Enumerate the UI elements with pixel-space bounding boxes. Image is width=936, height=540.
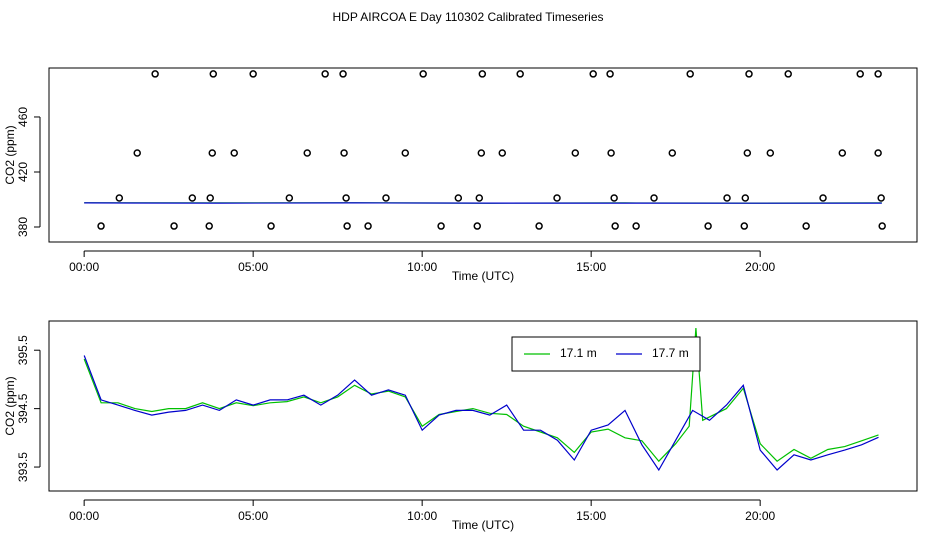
calibration-point bbox=[170, 222, 178, 230]
y-tick-label: 394.5 bbox=[16, 393, 30, 423]
calibration-point bbox=[553, 194, 561, 202]
calibration-point bbox=[819, 194, 827, 202]
calibration-point bbox=[364, 222, 372, 230]
x-tick-label: 15:00 bbox=[576, 509, 606, 523]
calibration-point bbox=[477, 149, 486, 157]
calibration-point bbox=[607, 149, 615, 157]
plot-frame bbox=[48, 320, 918, 492]
calibration-point bbox=[340, 149, 348, 157]
x-tick-label: 00:00 bbox=[69, 509, 99, 523]
calibration-point bbox=[740, 222, 749, 230]
calibration-point bbox=[115, 194, 124, 202]
calibration-point bbox=[802, 222, 810, 230]
calibration-point bbox=[205, 222, 213, 230]
calibration-point bbox=[874, 149, 882, 157]
calibration-point bbox=[611, 222, 619, 230]
calibration-point bbox=[206, 194, 214, 202]
calibration-point bbox=[856, 70, 864, 78]
plot-frame bbox=[48, 67, 918, 243]
calibration-point bbox=[877, 194, 885, 202]
calibration-point bbox=[303, 149, 311, 157]
calibration-point bbox=[151, 70, 159, 78]
calibration-point bbox=[437, 222, 445, 230]
figure-title: HDP AIRCOA E Day 110302 Calibrated Times… bbox=[332, 10, 603, 24]
calibration-point bbox=[478, 70, 487, 78]
calibration-point bbox=[188, 194, 197, 202]
calibration-point bbox=[97, 222, 105, 230]
calibration-point bbox=[473, 222, 482, 230]
x-tick-label: 05:00 bbox=[238, 260, 268, 274]
calibration-point bbox=[230, 149, 238, 157]
series-line bbox=[83, 327, 879, 463]
calibration-point bbox=[784, 70, 792, 78]
calibration-point bbox=[535, 222, 543, 230]
x-tick-label: 15:00 bbox=[576, 260, 606, 274]
calibration-point bbox=[878, 222, 886, 230]
x-tick-label: 20:00 bbox=[745, 260, 775, 274]
y-tick-label: 420 bbox=[16, 162, 30, 182]
x-tick-label: 00:00 bbox=[69, 260, 99, 274]
calibration-point bbox=[343, 222, 351, 230]
calibration-point bbox=[723, 194, 731, 202]
legend: 17.1 m 17.7 m bbox=[511, 336, 701, 372]
panel: 00:00 05:00 10:00 15:00 20:00 Time (UTC) 393.5… bbox=[3, 320, 918, 532]
calibration-point bbox=[401, 149, 410, 157]
calibration-point bbox=[209, 70, 218, 78]
panel: 00:00 05:00 10:00 15:00 20:00 Time (UTC) 380 42… bbox=[3, 67, 918, 283]
calibration-point bbox=[838, 149, 847, 157]
y-axis-title: CO2 (ppm) bbox=[3, 125, 17, 184]
calibration-point bbox=[686, 70, 694, 78]
calibration-point bbox=[454, 194, 463, 202]
x-tick-label: 05:00 bbox=[238, 509, 268, 523]
x-tick-label: 10:00 bbox=[407, 509, 437, 523]
calibration-point bbox=[743, 149, 752, 157]
y-tick-label: 393.5 bbox=[16, 452, 30, 482]
calibration-point bbox=[741, 194, 750, 202]
y-tick-label: 460 bbox=[16, 107, 30, 127]
calibration-point bbox=[766, 149, 775, 157]
calibration-point bbox=[342, 194, 350, 202]
calibration-point bbox=[133, 149, 141, 157]
legend-label: 17.1 m bbox=[560, 346, 597, 360]
calibration-point bbox=[339, 70, 347, 78]
calibration-point bbox=[321, 70, 329, 78]
x-tick-label: 20:00 bbox=[745, 509, 775, 523]
calibration-point bbox=[285, 194, 294, 202]
x-axis-title: Time (UTC) bbox=[452, 518, 514, 532]
calibration-point bbox=[668, 149, 677, 157]
calibration-point bbox=[632, 222, 640, 230]
y-tick-label: 380 bbox=[16, 217, 30, 237]
calibration-point bbox=[382, 194, 390, 202]
x-axis-title: Time (UTC) bbox=[452, 269, 514, 283]
calibration-point bbox=[267, 222, 275, 230]
calibration-point bbox=[610, 194, 618, 202]
calibration-point bbox=[571, 149, 580, 157]
calibration-point bbox=[419, 70, 427, 78]
legend-label: 17.7 m bbox=[652, 346, 689, 360]
calibration-point bbox=[208, 149, 217, 157]
calibration-point bbox=[745, 70, 753, 78]
calibration-point bbox=[498, 149, 507, 157]
calibration-point bbox=[249, 70, 257, 78]
series-line bbox=[83, 355, 879, 472]
calibration-point bbox=[516, 70, 524, 78]
x-tick-label: 10:00 bbox=[407, 260, 437, 274]
calibration-point bbox=[475, 194, 484, 202]
calibration-point bbox=[704, 222, 712, 230]
y-tick-label: 395.5 bbox=[16, 335, 30, 365]
calibration-point bbox=[650, 194, 658, 202]
calibration-point bbox=[874, 70, 882, 78]
y-axis-title: CO2 (ppm) bbox=[3, 376, 17, 435]
calibration-point bbox=[606, 70, 614, 78]
calibration-point bbox=[589, 70, 597, 78]
